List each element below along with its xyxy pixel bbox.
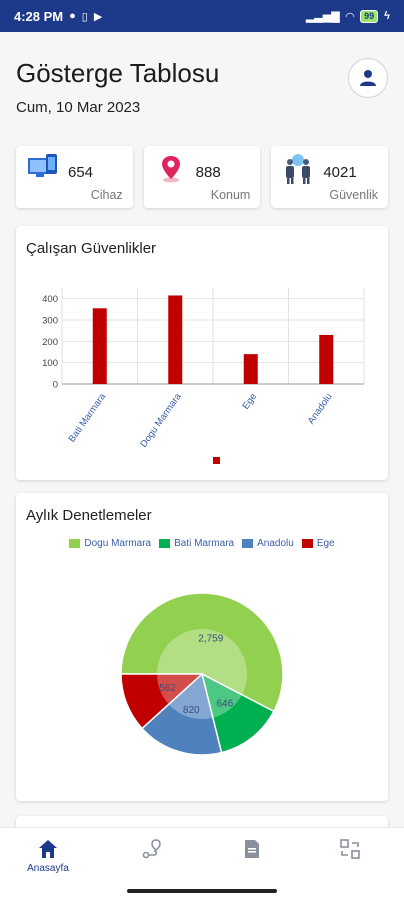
x-tick-label: Anadolu xyxy=(306,391,335,426)
y-tick-label: 100 xyxy=(42,358,58,369)
nav-label-home: Anasayfa xyxy=(27,863,69,874)
bar-chart-title: Çalışan Güvenlikler xyxy=(26,240,157,257)
bottom-navigation: Anasayfa xyxy=(0,827,404,900)
pie-slice[interactable] xyxy=(120,592,284,713)
legend-label: Ege xyxy=(316,538,335,549)
legend-item[interactable]: Bati Marmara xyxy=(159,538,234,549)
legend-item[interactable]: Dogu Marmara xyxy=(69,538,151,549)
x-tick-label: Ege xyxy=(240,391,259,411)
pie-slice[interactable] xyxy=(120,673,204,730)
nav-item-routes[interactable] xyxy=(122,838,182,886)
nav-item-home[interactable]: Anasayfa xyxy=(18,838,78,886)
bar[interactable] xyxy=(243,354,258,384)
stat-label: Güvenlik xyxy=(329,188,379,202)
bar[interactable] xyxy=(92,308,107,384)
signal-icon: ▂▃▅▇ xyxy=(305,10,340,23)
stat-label: Konum xyxy=(210,188,251,202)
x-tick-label: Bati Marmara xyxy=(66,391,108,445)
pie-slice-label: 820 xyxy=(183,705,200,716)
nav-item-documents[interactable] xyxy=(222,838,282,886)
wifi-icon: ◠ xyxy=(345,10,355,23)
legend-swatch xyxy=(213,457,220,464)
stat-value: 4021 xyxy=(323,164,357,181)
bar[interactable] xyxy=(319,334,334,384)
sim-icon: ▯ xyxy=(81,10,88,23)
stat-card-security[interactable]: 4021 Güvenlik xyxy=(271,146,389,208)
devices-icon xyxy=(28,154,57,177)
y-tick-label: 400 xyxy=(42,294,58,305)
pie-center-overlay xyxy=(157,629,247,719)
pie-slice-label: 2,759 xyxy=(198,634,223,645)
x-tick-label: Dogu Marmara xyxy=(138,391,184,450)
legend-item[interactable]: Ege xyxy=(301,538,335,549)
stat-value: 654 xyxy=(68,164,94,181)
battery-icon: 99 xyxy=(360,9,379,23)
document-icon xyxy=(245,840,259,858)
legend-swatch xyxy=(159,539,171,548)
stat-card-devices[interactable]: 654 Cihaz xyxy=(16,146,133,208)
pie-slice[interactable] xyxy=(200,672,275,754)
legend-swatch xyxy=(301,539,313,548)
status-bar: 4:28 PM ● ▯ ▶ ▂▃▅▇ ◠ 99 ϟ xyxy=(0,0,404,32)
y-tick-label: 200 xyxy=(42,337,58,348)
pie-slice-label: 562 xyxy=(159,683,176,694)
status-time: 4:28 PM xyxy=(14,8,64,24)
play-icon: ▶ xyxy=(93,10,103,23)
security-staff-icon xyxy=(286,154,311,184)
page-header: Gösterge Tablosu Cum, 10 Mar 2023 xyxy=(16,58,388,128)
person-icon xyxy=(360,70,376,86)
home-icon xyxy=(39,840,57,858)
pie-chart-title: Aylık Denetlemeler xyxy=(26,507,152,524)
charging-icon: ϟ xyxy=(384,10,390,22)
pie-slice[interactable] xyxy=(140,672,223,756)
y-tick-label: 300 xyxy=(42,316,58,327)
home-indicator xyxy=(127,889,277,893)
page-date: Cum, 10 Mar 2023 xyxy=(16,99,141,116)
pie-chart-card: Aylık Denetlemeler Dogu Marmara Bati Marm… xyxy=(16,493,388,801)
legend-label: Bati Marmara xyxy=(174,538,235,549)
stat-value: 888 xyxy=(195,164,221,181)
legend-label: Anadolu xyxy=(257,538,294,549)
pie-chart: 2,759 646 820 562 xyxy=(120,592,284,756)
message-icon: ● xyxy=(69,10,76,22)
bar[interactable] xyxy=(168,295,183,384)
bar-chart: 0 100 200 300 400 Bati Marmara Dogu Marmara Ege… xyxy=(42,288,365,464)
legend-swatch xyxy=(69,539,81,548)
route-icon xyxy=(142,839,161,859)
profile-button[interactable] xyxy=(348,58,388,98)
page-title: Gösterge Tablosu xyxy=(16,58,220,88)
bar-chart-card: Çalışan Güvenlikler 0 100 200 300 400 Bati Ma… xyxy=(16,226,388,480)
legend-swatch xyxy=(242,539,254,548)
legend-label: Dogu Marmara xyxy=(84,538,152,549)
location-pin-icon xyxy=(161,156,180,183)
y-tick-label: 0 xyxy=(53,380,58,391)
transfer-icon xyxy=(340,839,360,859)
stats-row: 654 Cihaz 888 Konum 4021 Güvenlik xyxy=(16,146,389,208)
pie-slice-label: 646 xyxy=(216,698,233,709)
stat-card-locations[interactable]: 888 Konum xyxy=(143,146,261,208)
nav-item-transfer[interactable] xyxy=(320,838,380,886)
pie-legend: Dogu Marmara Bati Marmara Anadolu Ege xyxy=(16,538,388,549)
stat-label: Cihaz xyxy=(90,188,123,202)
legend-item[interactable]: Anadolu xyxy=(242,538,294,549)
